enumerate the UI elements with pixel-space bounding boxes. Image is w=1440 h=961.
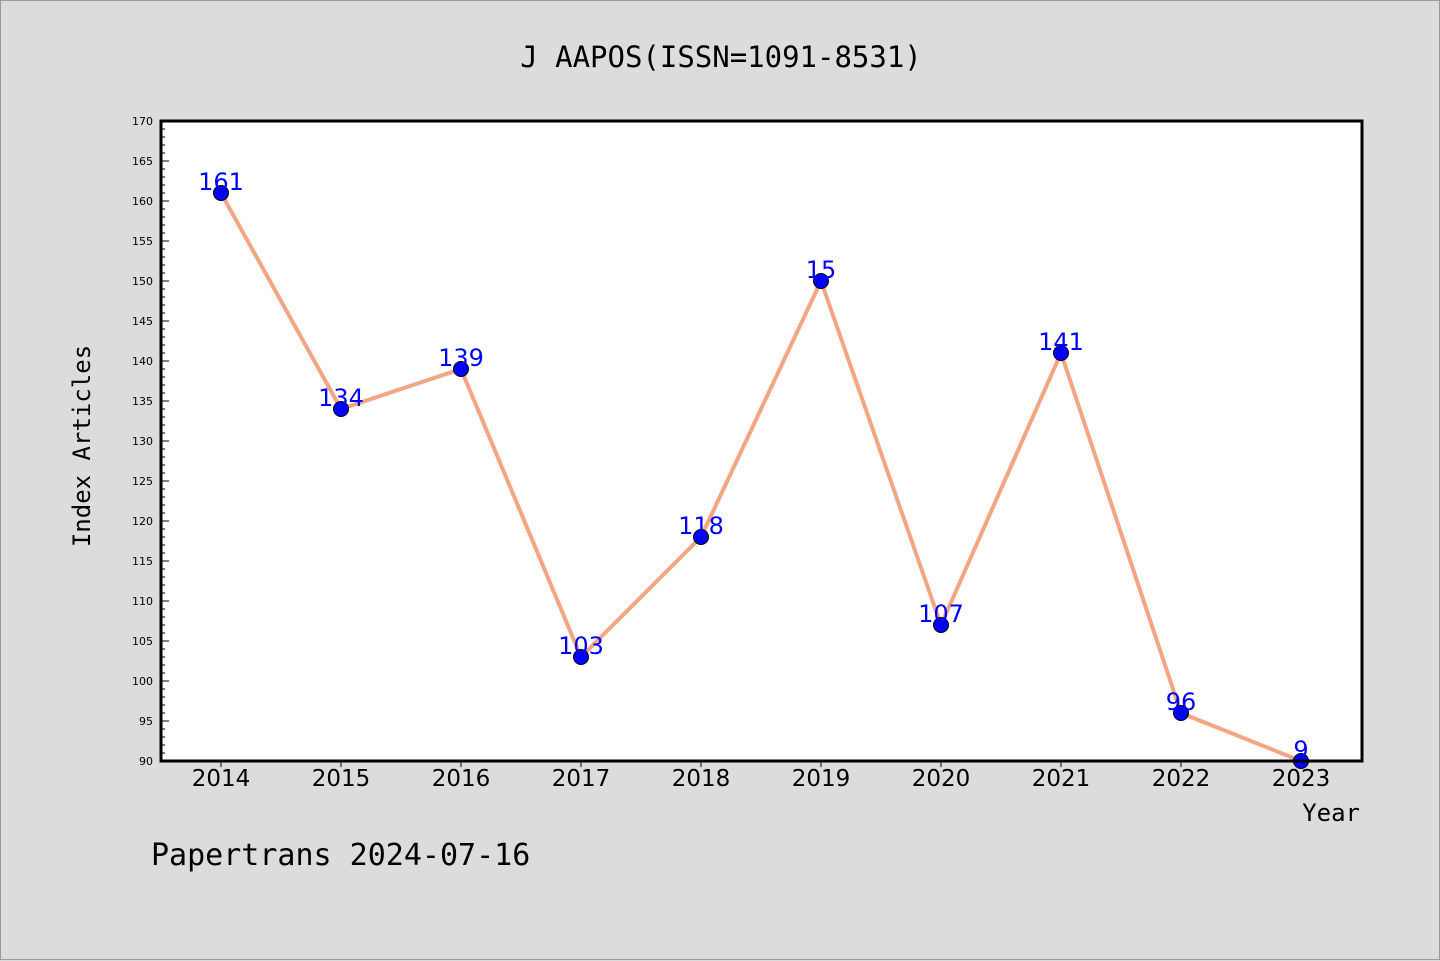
y-tick-label: 125 <box>132 475 153 488</box>
data-point <box>933 617 949 633</box>
chart-title: J AAPOS(ISSN=1091-8531) <box>520 40 922 74</box>
data-label: 15 <box>806 256 837 284</box>
y-tick-label: 140 <box>132 355 153 368</box>
y-tick-label: 165 <box>132 155 153 168</box>
data-point <box>213 185 229 201</box>
y-tick-label: 170 <box>132 115 153 128</box>
x-tick-label: 2018 <box>672 766 731 792</box>
y-tick-label: 90 <box>139 755 153 768</box>
x-tick-label: 2015 <box>312 766 371 792</box>
y-tick-label: 105 <box>132 635 153 648</box>
data-point <box>573 649 589 665</box>
y-tick-label: 130 <box>132 435 153 448</box>
y-tick-label: 100 <box>132 675 153 688</box>
x-tick-label: 2022 <box>1152 766 1211 792</box>
data-point <box>1053 345 1069 361</box>
y-axis-label: Index Articles <box>68 345 96 547</box>
y-tick-label: 135 <box>132 395 153 408</box>
x-axis-label: Year <box>1302 799 1360 827</box>
x-tick-label: 2021 <box>1032 766 1091 792</box>
plot-area <box>161 121 1362 761</box>
data-point <box>813 273 829 289</box>
data-label: 139 <box>438 344 484 372</box>
data-label: 103 <box>558 632 604 660</box>
y-tick-label: 110 <box>132 595 153 608</box>
y-tick-label: 150 <box>132 275 153 288</box>
footer-text: Papertrans 2024-07-16 <box>151 838 530 873</box>
x-tick-label: 2014 <box>192 766 251 792</box>
y-tick-label: 95 <box>139 715 153 728</box>
y-tick-label: 115 <box>132 555 153 568</box>
y-tick-label: 145 <box>132 315 153 328</box>
data-point <box>693 529 709 545</box>
data-point <box>1173 705 1189 721</box>
data-point <box>333 401 349 417</box>
x-axis: 2014 2015 2016 2017 2018 2019 2020 2021 2022 2023 <box>192 761 1331 792</box>
x-tick-label: 2016 <box>432 766 491 792</box>
data-point <box>453 361 469 377</box>
plot-border <box>159 119 1364 763</box>
data-label: 161 <box>198 168 244 196</box>
data-label: 141 <box>1038 328 1084 356</box>
y-tick-label: 155 <box>132 235 153 248</box>
y-tick-label: 120 <box>132 515 153 528</box>
x-tick-label: 2017 <box>552 766 611 792</box>
x-tick-label: 2020 <box>912 766 971 792</box>
data-label: 9 <box>1293 736 1308 764</box>
series-layer: 161 134 139 103 118 15 107 141 96 9 <box>198 168 1309 769</box>
x-tick-label: 2019 <box>792 766 851 792</box>
x-tick-label: 2023 <box>1272 766 1331 792</box>
series-line <box>219 191 1303 763</box>
data-label: 96 <box>1166 688 1197 716</box>
data-label: 118 <box>678 512 724 540</box>
data-label: 107 <box>918 600 964 628</box>
data-label: 134 <box>318 384 364 412</box>
y-tick-label: 160 <box>132 195 153 208</box>
